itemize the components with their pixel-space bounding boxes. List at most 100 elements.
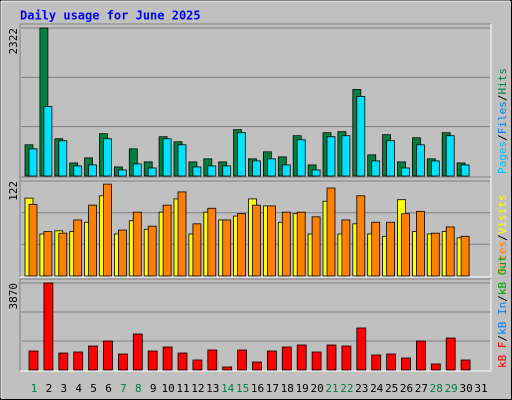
bar bbox=[103, 183, 112, 277]
x-tick-label: 25 bbox=[385, 382, 398, 395]
x-tick-label: 22 bbox=[340, 382, 353, 395]
x-tick-label: 11 bbox=[176, 382, 189, 395]
x-tick-label: 26 bbox=[400, 382, 413, 395]
bar bbox=[207, 349, 218, 371]
bar bbox=[281, 164, 291, 177]
bar bbox=[401, 357, 411, 371]
x-tick-label: 3 bbox=[60, 382, 67, 395]
bar bbox=[415, 210, 425, 277]
x-tick-label: 8 bbox=[135, 382, 142, 395]
bar bbox=[386, 353, 397, 371]
x-tick-label: 7 bbox=[120, 382, 127, 395]
legend-entry: Hits bbox=[496, 68, 509, 95]
bar bbox=[177, 352, 188, 371]
bar bbox=[162, 138, 172, 177]
x-tick-label: 9 bbox=[150, 382, 157, 395]
legend: Pages/Files/Hits bbox=[496, 68, 509, 174]
x-tick-label: 12 bbox=[191, 382, 204, 395]
x-tick-label: 29 bbox=[445, 382, 458, 395]
bar bbox=[460, 359, 471, 371]
legend-separator: / bbox=[496, 95, 509, 102]
bar bbox=[296, 211, 306, 277]
bar bbox=[207, 165, 217, 177]
bar bbox=[88, 345, 98, 371]
x-tick-label: 20 bbox=[310, 382, 323, 395]
bar bbox=[356, 195, 366, 277]
bar bbox=[118, 229, 127, 277]
bar bbox=[162, 346, 173, 371]
bar bbox=[162, 204, 172, 277]
x-tick-label: 24 bbox=[370, 382, 384, 395]
bar bbox=[252, 204, 261, 277]
bar bbox=[326, 187, 336, 277]
y-tick-label: 2322 bbox=[7, 28, 20, 55]
bar bbox=[237, 213, 247, 277]
legend-entry: kB In bbox=[496, 302, 509, 335]
bar bbox=[371, 160, 381, 177]
bar bbox=[237, 132, 247, 177]
legend-entry: Visits bbox=[496, 195, 509, 235]
bar bbox=[415, 144, 425, 177]
bar bbox=[401, 213, 410, 277]
legend-separator: / bbox=[496, 295, 509, 302]
x-tick-label: 28 bbox=[430, 382, 443, 395]
bar bbox=[28, 148, 38, 177]
bar bbox=[43, 231, 53, 277]
legend-entry: kB Out bbox=[496, 255, 509, 295]
bar bbox=[222, 219, 232, 277]
bar bbox=[192, 223, 202, 277]
bar bbox=[73, 351, 84, 371]
bar bbox=[58, 140, 68, 177]
bar bbox=[311, 169, 321, 177]
x-tick-label: 10 bbox=[161, 382, 174, 395]
bar bbox=[371, 354, 382, 371]
y-tick-label: 3870 bbox=[7, 283, 20, 310]
bar bbox=[445, 337, 456, 371]
bar bbox=[296, 344, 307, 371]
legend: kB F/kB In/kB Out bbox=[496, 255, 509, 368]
bar bbox=[445, 135, 455, 177]
bar bbox=[132, 211, 142, 277]
bar bbox=[118, 353, 128, 371]
bar bbox=[386, 221, 396, 277]
bar bbox=[266, 158, 276, 177]
bar bbox=[192, 359, 203, 371]
bar bbox=[430, 363, 441, 371]
bar bbox=[118, 169, 127, 177]
bar bbox=[356, 96, 366, 177]
bar bbox=[43, 282, 54, 371]
bar bbox=[147, 350, 158, 371]
bar bbox=[281, 211, 291, 277]
bar bbox=[43, 106, 53, 177]
chart-title: Daily usage for June 2025 bbox=[20, 9, 201, 23]
bar bbox=[371, 221, 381, 277]
bar bbox=[177, 144, 187, 177]
legend-separator: / bbox=[496, 234, 509, 241]
x-tick-label: 13 bbox=[206, 382, 219, 395]
x-tick-label: 5 bbox=[90, 382, 97, 395]
bar bbox=[341, 135, 351, 177]
x-tick-label: 16 bbox=[251, 382, 264, 395]
legend-separator: / bbox=[496, 134, 509, 141]
y-tick-label: 122 bbox=[7, 181, 20, 201]
bar bbox=[73, 219, 83, 277]
bar bbox=[281, 346, 292, 371]
bar bbox=[311, 351, 322, 371]
bar bbox=[237, 349, 248, 371]
bar bbox=[73, 165, 83, 177]
legend-entry: Pages bbox=[496, 141, 509, 174]
x-tick-label: 30 bbox=[459, 382, 472, 395]
x-tick-label: 27 bbox=[415, 382, 428, 395]
bar bbox=[147, 225, 157, 277]
bar bbox=[88, 204, 97, 277]
bar bbox=[356, 327, 367, 371]
legend-separator: / bbox=[496, 335, 509, 342]
legend-entry: Sites bbox=[496, 241, 509, 274]
bar bbox=[401, 167, 410, 177]
bar bbox=[326, 136, 336, 177]
x-tick-label: 31 bbox=[474, 382, 487, 395]
bar bbox=[341, 219, 351, 277]
bar bbox=[88, 164, 97, 177]
legend: Sites/Visits bbox=[496, 195, 509, 275]
